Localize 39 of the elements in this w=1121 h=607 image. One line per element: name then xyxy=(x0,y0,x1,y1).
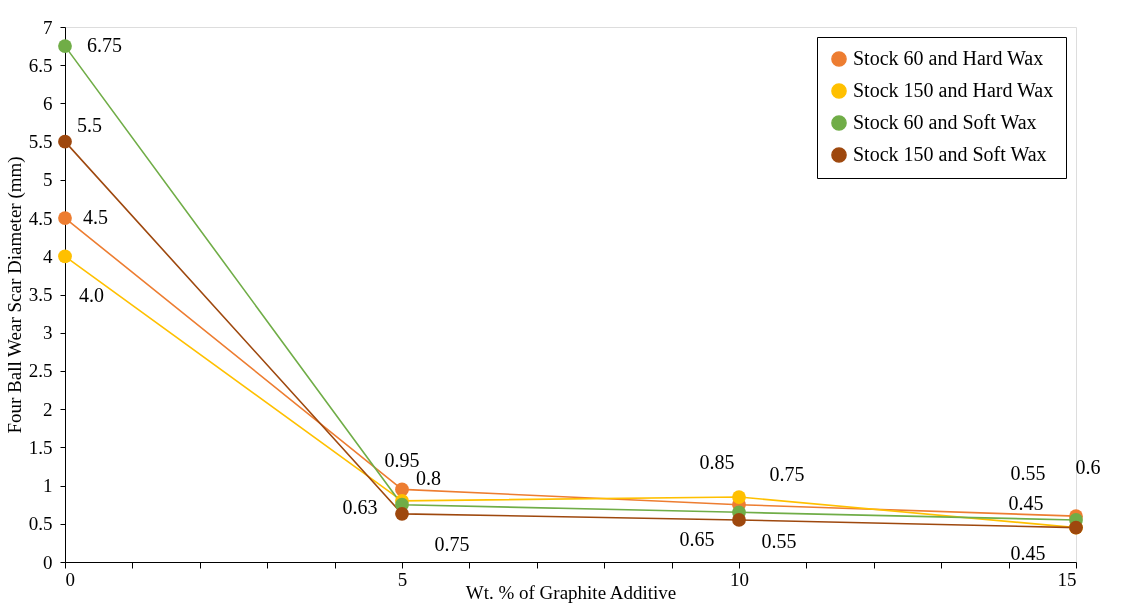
data-label: 0.55 xyxy=(1010,461,1046,484)
data-label: 0.6 xyxy=(1075,456,1101,479)
legend-label: Stock 150 and Hard Wax xyxy=(853,79,1054,101)
y-tick-label: 0.5 xyxy=(28,513,53,535)
y-tick-label: 3 xyxy=(43,322,53,344)
x-tick-label: 0 xyxy=(65,568,75,590)
y-tick-label: 3.5 xyxy=(28,284,53,305)
y-tick-label: 7 xyxy=(43,16,53,38)
x-axis-title: Wt. % of Graphite Additive xyxy=(465,581,677,603)
y-tick-label: 5.5 xyxy=(28,131,53,153)
data-label: 0.75 xyxy=(434,532,470,555)
y-tick-label: 0 xyxy=(43,551,53,573)
y-tick-label: 1.5 xyxy=(28,436,53,458)
data-label: 0.85 xyxy=(699,451,735,474)
y-tick-label: 6 xyxy=(43,92,53,114)
data-label: 0.75 xyxy=(769,462,805,485)
x-tick-label: 5 xyxy=(397,568,408,590)
y-tick-label: 2 xyxy=(43,398,53,420)
x-tick-label: 10 xyxy=(730,568,749,590)
y-tick-label: 1 xyxy=(43,475,53,497)
data-label: 0.45 xyxy=(1008,491,1044,514)
y-axis-title: Four Ball Wear Scar Diameter (mm) xyxy=(3,156,26,434)
y-tick-label: 2.5 xyxy=(28,360,53,382)
data-label: 0.63 xyxy=(342,495,378,518)
data-label: 4.5 xyxy=(83,206,108,229)
data-label: 4.0 xyxy=(79,284,104,307)
y-tick-label: 5 xyxy=(43,169,53,191)
y-tick-label: 6.5 xyxy=(28,54,53,76)
x-tick-label: 15 xyxy=(1057,568,1077,590)
y-tick-label: 4.5 xyxy=(28,207,53,229)
legend-label: Stock 60 and Hard Wax xyxy=(853,47,1044,69)
y-tick-label: 4 xyxy=(43,245,53,267)
legend-label: Stock 60 and Soft Wax xyxy=(853,111,1037,133)
data-label: 0.65 xyxy=(679,528,715,551)
legend-label: Stock 150 and Soft Wax xyxy=(853,143,1047,165)
data-label: 0.45 xyxy=(1010,541,1046,564)
data-label: 0.55 xyxy=(761,529,797,552)
data-label: 5.5 xyxy=(77,113,102,136)
data-label: 6.75 xyxy=(87,34,122,57)
